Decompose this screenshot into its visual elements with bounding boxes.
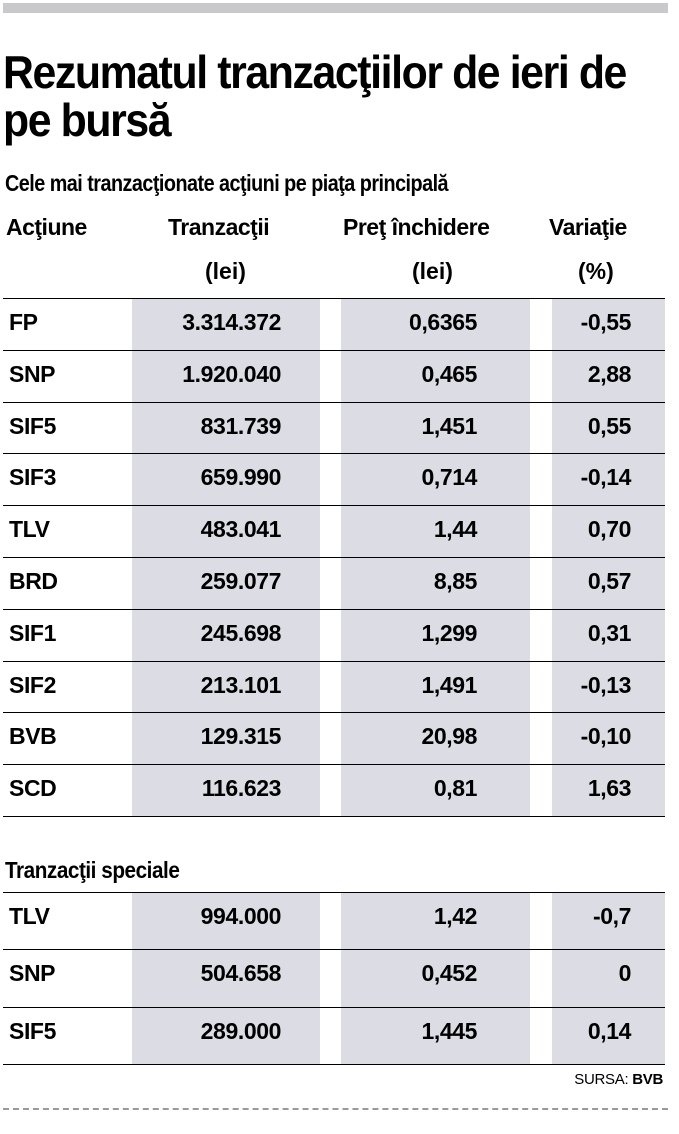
special-cell-trx: 504.658	[200, 960, 282, 987]
stock-cell-pret: 8,85	[433, 568, 478, 594]
stock-cell-trx: 213.101	[200, 671, 282, 698]
col-header-pret-unit: (lei)	[412, 258, 453, 284]
special-row: SIF5 289.000 1,445 0,14	[3, 1008, 665, 1065]
stock-row: SIF3 659.990 0,714 -0,14	[3, 454, 665, 507]
top-bar	[3, 3, 668, 13]
stock-cell-trx: 259.077	[200, 568, 282, 594]
stock-cell-pret: 1,44	[433, 516, 478, 543]
stock-row: BVB 129.315 20,98 -0,10	[3, 713, 665, 766]
col-header-pret: Preţ închidere	[343, 214, 490, 240]
source-label: SURSA:	[574, 1071, 629, 1088]
stock-cell-var: 1,63	[587, 775, 632, 802]
stock-row: BRD 259.077 8,85 0,57	[3, 558, 665, 610]
special-row: SNP 504.658 0,452 0	[3, 950, 665, 1008]
stock-cell-var: -0,13	[580, 671, 632, 698]
special-cell-var: 0,14	[587, 1017, 632, 1044]
special-cell-trx: 994.000	[200, 903, 282, 929]
stock-row: TLV 483.041 1,44 0,70	[3, 506, 665, 558]
stock-cell-trx: 483.041	[200, 516, 282, 543]
source-value: BVB	[632, 1071, 663, 1088]
stock-cell-name: SIF5	[9, 412, 56, 439]
stock-cell-trx: 116.623	[201, 775, 281, 802]
stock-cell-var: 0,55	[587, 412, 632, 439]
stripe-variatie	[552, 299, 665, 817]
stock-cell-trx: 129.315	[200, 723, 282, 750]
special-cell-name: SNP	[9, 960, 56, 987]
stock-cell-pret: 1,299	[421, 619, 477, 646]
special-stripe-variatie	[552, 893, 665, 1065]
special-stripe-tranzactii	[132, 893, 320, 1065]
stock-cell-trx: 831.739	[200, 412, 282, 439]
stock-cell-pret: 0,465	[421, 360, 477, 387]
stock-cell-pret: 20,98	[421, 723, 477, 750]
stock-cell-pret: 1,491	[421, 671, 477, 698]
special-cell-trx: 289.000	[200, 1017, 282, 1044]
special-row: TLV 994.000 1,42 -0,7	[3, 893, 665, 951]
stock-cell-name: SIF2	[9, 671, 56, 698]
stock-row: SIF2 213.101 1,491 -0,13	[3, 662, 665, 714]
stock-cell-var: 0,70	[587, 516, 632, 543]
stock-cell-name: SCD	[9, 775, 57, 802]
stock-cell-pret: 1,451	[421, 412, 477, 439]
stock-cell-name: SIF1	[9, 619, 56, 646]
stock-cell-pret: 0,714	[421, 464, 477, 491]
col-header-tranzactii-unit: (lei)	[205, 258, 246, 284]
stock-row: SNP 1.920.040 0,465 2,88	[3, 351, 665, 403]
stock-cell-var: -0,10	[580, 723, 632, 750]
stock-row: SCD 116.623 0,81 1,63	[3, 765, 665, 817]
stock-cell-var: -0,14	[580, 464, 632, 491]
stock-cell-pret: 0,81	[433, 775, 478, 802]
special-cell-name: TLV	[9, 903, 50, 929]
special-section-title: Tranzacţii speciale	[5, 857, 180, 883]
stock-cell-trx: 659.990	[200, 464, 282, 491]
stock-cell-var: 2,88	[587, 360, 632, 387]
header-rule	[3, 298, 665, 299]
bottom-dashed-rule	[3, 1108, 668, 1110]
special-cell-var: -0,7	[592, 903, 631, 929]
special-cell-var: 0	[618, 960, 632, 987]
subtitle: Cele mai tranzacţionate acţiuni pe piaţa…	[5, 170, 449, 196]
stock-cell-var: 0,31	[587, 619, 632, 646]
stock-cell-trx: 1.920.040	[182, 360, 281, 387]
stock-cell-var: 0,57	[587, 568, 632, 594]
stripe-tranzactii	[132, 299, 320, 817]
special-cell-name: SIF5	[9, 1017, 56, 1044]
stock-cell-pret: 0,6365	[409, 309, 477, 335]
special-cell-pret: 1,445	[421, 1017, 477, 1044]
stock-row: SIF5 831.739 1,451 0,55	[3, 403, 665, 455]
stock-cell-name: BVB	[9, 723, 57, 750]
col-header-actiune: Acţiune	[6, 214, 87, 240]
stock-cell-trx: 3.314.372	[182, 309, 281, 335]
stripe-pret	[341, 299, 530, 817]
stock-row: FP 3.314.372 0,6365 -0,55	[3, 299, 665, 351]
col-header-tranzactii: Tranzacţii	[168, 214, 270, 240]
source-note: SURSA: BVB	[574, 1071, 663, 1088]
stock-cell-name: BRD	[9, 568, 58, 594]
stock-row: SIF1 245.698 1,299 0,31	[3, 610, 665, 662]
special-header-rule	[3, 892, 665, 893]
stock-cell-name: TLV	[9, 516, 50, 543]
stock-cell-name: SNP	[9, 360, 56, 387]
special-cell-pret: 0,452	[421, 960, 477, 987]
page-title: Rezumatul tranzacţiilor de ieri de pe bu…	[3, 46, 627, 146]
stock-cell-name: SIF3	[9, 464, 56, 491]
special-cell-pret: 1,42	[433, 903, 478, 929]
col-header-variatie-unit: (%)	[578, 258, 614, 284]
special-stripe-pret	[341, 893, 530, 1065]
stock-cell-name: FP	[9, 309, 38, 335]
stock-cell-var: -0,55	[580, 309, 632, 335]
col-header-variatie: Variaţie	[549, 214, 627, 240]
stock-cell-trx: 245.698	[200, 619, 282, 646]
